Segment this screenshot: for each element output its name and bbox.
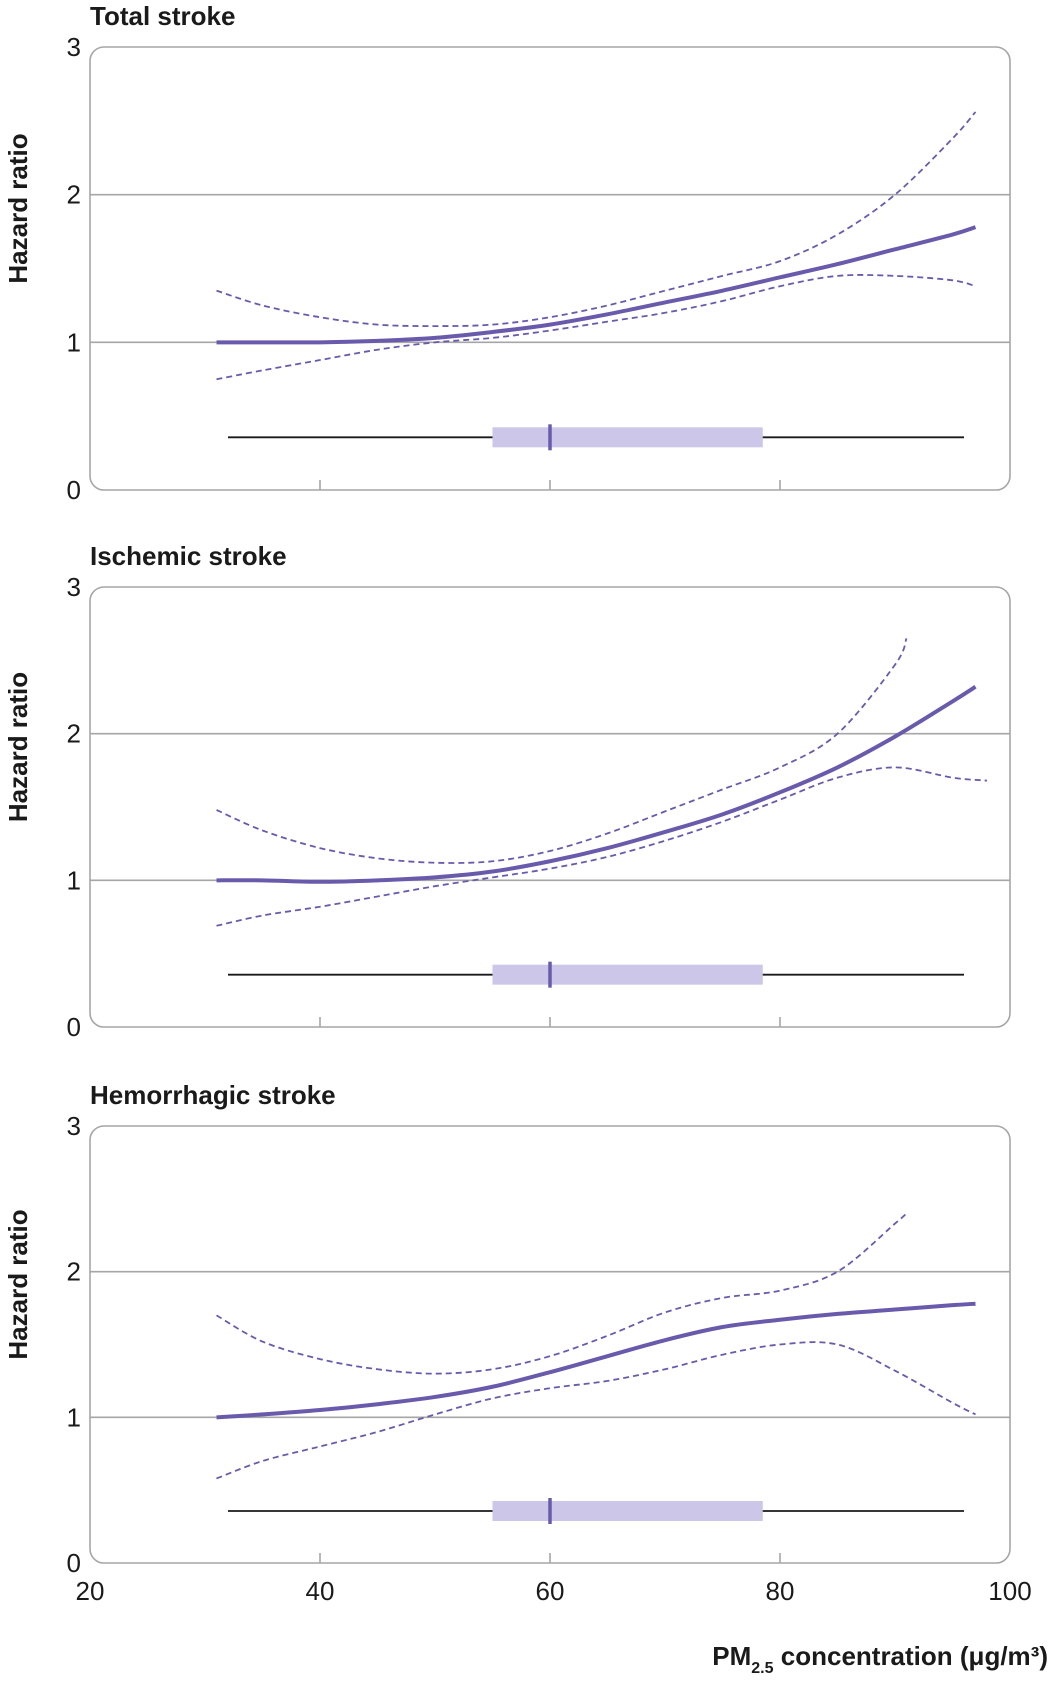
panel-3: 0 1 2 3 Hazard ratio Hemorrhagic stroke 20 40 60… <box>3 1080 1048 1677</box>
y-axis-label: Hazard ratio <box>3 1209 33 1359</box>
xtick-label-40: 40 <box>306 1576 335 1606</box>
ytick-label-3: 3 <box>67 572 81 602</box>
ytick-label-0: 0 <box>67 475 81 505</box>
xtick-label-100: 100 <box>988 1576 1031 1606</box>
series-lower-ci <box>216 1341 976 1480</box>
ytick-label-0: 0 <box>67 1012 81 1042</box>
series-estimate <box>216 1301 976 1420</box>
ytick-label-3: 3 <box>67 32 81 62</box>
ytick-label-0: 0 <box>67 1548 81 1578</box>
distribution-iqr-box <box>492 1501 763 1522</box>
xtick-label-20: 20 <box>76 1576 105 1606</box>
distribution-iqr-box <box>492 964 763 985</box>
plot-frame <box>89 586 1011 1028</box>
series-estimate <box>216 685 977 884</box>
series-upper-ci <box>216 111 977 327</box>
y-axis-label: Hazard ratio <box>3 672 33 822</box>
panel-1: 0 1 2 3 Hazard ratio Total stroke <box>3 1 1011 505</box>
ytick-label-3: 3 <box>67 1111 81 1141</box>
series-upper-ci <box>216 637 908 864</box>
panel-title: Ischemic stroke <box>90 541 287 571</box>
plot-frame <box>89 46 1011 491</box>
series-lower-ci <box>216 274 976 381</box>
ytick-label-2: 2 <box>67 719 81 749</box>
ytick-label-2: 2 <box>67 180 81 210</box>
xtick-label-80: 80 <box>766 1576 795 1606</box>
series-lower-ci <box>216 766 988 927</box>
distribution-iqr-box <box>492 427 763 448</box>
panel-2: 0 1 2 3 Hazard ratio Ischemic stroke <box>3 541 1011 1042</box>
panel-title: Total stroke <box>90 1 235 31</box>
ytick-label-2: 2 <box>67 1257 81 1287</box>
ytick-label-1: 1 <box>67 327 81 357</box>
series-estimate <box>216 225 977 345</box>
series-upper-ci <box>216 1212 908 1375</box>
ytick-label-1: 1 <box>67 865 81 895</box>
xtick-label-60: 60 <box>536 1576 565 1606</box>
panel-title: Hemorrhagic stroke <box>90 1080 336 1110</box>
y-axis-label: Hazard ratio <box>3 133 33 283</box>
x-axis-label: PM2.5 concentration (μg/m³) <box>712 1641 1048 1677</box>
plot-frame <box>89 1125 1011 1564</box>
ytick-label-1: 1 <box>67 1402 81 1432</box>
